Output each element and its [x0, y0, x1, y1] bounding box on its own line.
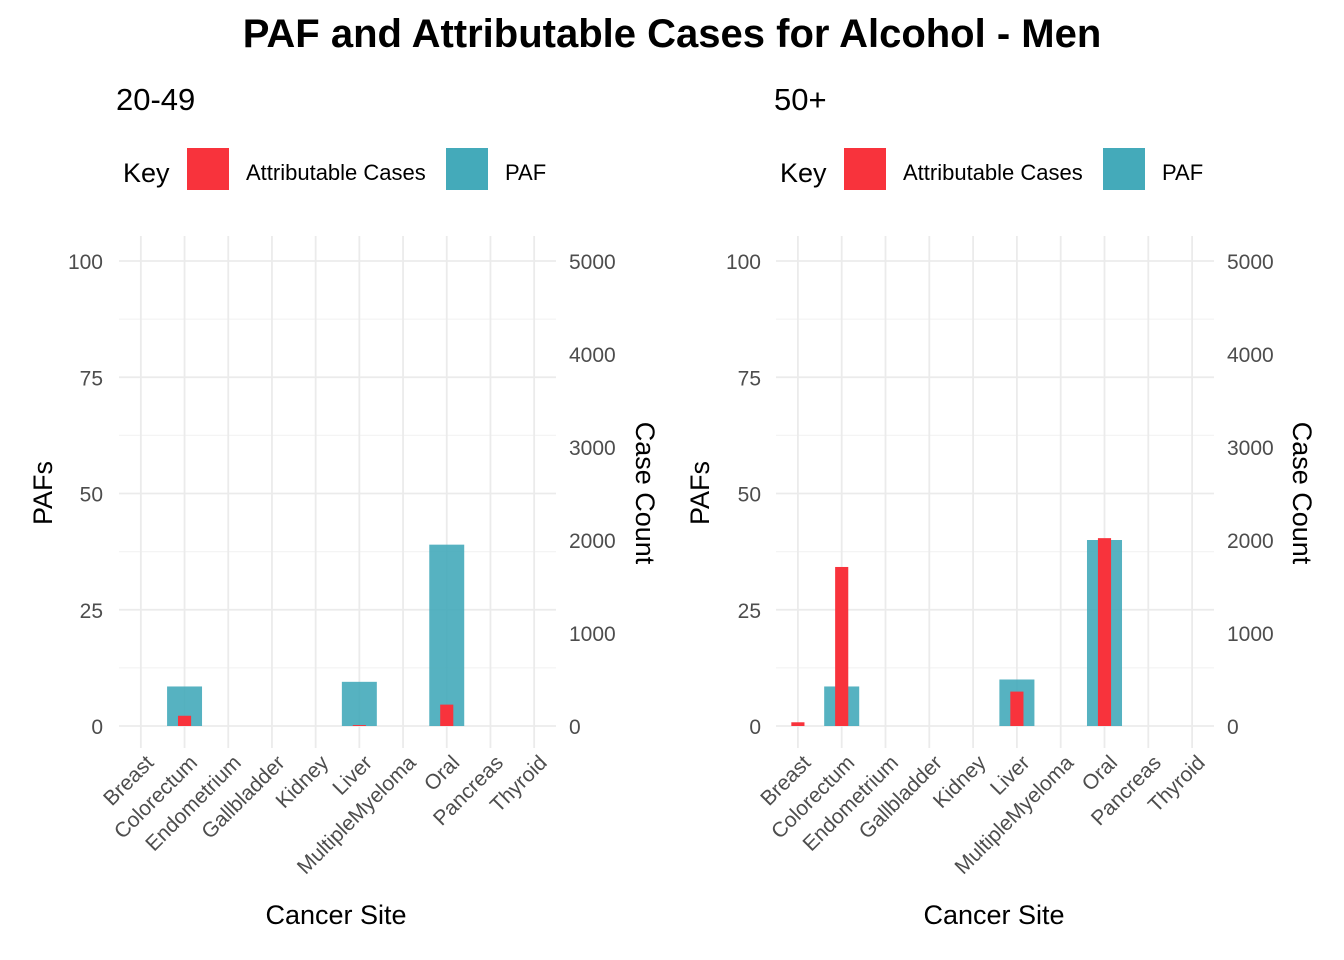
y-axis-title: PAFs — [685, 461, 715, 525]
paf-bar-liver — [341, 681, 377, 726]
y-tick-label: 100 — [68, 251, 103, 274]
y2-tick-label: 0 — [1227, 716, 1239, 739]
y2-axis-title: Case Count — [1287, 422, 1317, 565]
y2-tick-label: 5000 — [1227, 251, 1274, 274]
cases-bar-colorectum — [177, 715, 192, 726]
y2-tick-label: 0 — [569, 716, 581, 739]
y2-tick-label: 4000 — [569, 344, 616, 367]
legend-title: Key — [123, 158, 170, 188]
gridlines — [119, 236, 556, 748]
cases-bar-liver — [1010, 691, 1024, 726]
main-title: PAF and Attributable Cases for Alcohol -… — [243, 12, 1102, 56]
y2-tick-label: 2000 — [1227, 530, 1274, 553]
legend-title: Key — [780, 158, 827, 188]
cases-bar-liver — [352, 725, 366, 726]
legend-label: PAF — [505, 160, 546, 185]
panel-title: 50+ — [774, 82, 827, 117]
panel-right: 50+Key Attributable Cases PAF0255075100010… — [685, 82, 1317, 930]
panel-title: 20-49 — [116, 82, 195, 117]
paf-bar-oral — [429, 544, 465, 726]
y2-axis-title: Case Count — [630, 422, 660, 565]
legend: Key Attributable Cases PAF — [123, 148, 546, 190]
y-tick-label: 50 — [738, 484, 761, 507]
y-tick-label: 25 — [80, 600, 103, 623]
x-axis-title: Cancer Site — [923, 900, 1064, 930]
cases-bar-oral — [1097, 538, 1112, 726]
y2-tick-label: 5000 — [569, 251, 616, 274]
y2-tick-label: 1000 — [569, 623, 616, 646]
y2-tick-label: 2000 — [569, 530, 616, 553]
y-tick-label: 0 — [91, 716, 103, 739]
y2-tick-label: 1000 — [1227, 623, 1274, 646]
bars — [791, 538, 1123, 726]
bars — [167, 544, 465, 726]
legend-swatch — [844, 148, 886, 190]
y2-tick-label: 3000 — [569, 437, 616, 460]
legend-label: PAF — [1162, 160, 1203, 185]
cases-bar-breast — [791, 722, 805, 726]
legend-swatch — [446, 148, 488, 190]
x-axis-title: Cancer Site — [265, 900, 406, 930]
legend-label: Attributable Cases — [246, 160, 426, 185]
y-tick-label: 50 — [80, 484, 103, 507]
y2-tick-label: 3000 — [1227, 437, 1274, 460]
legend-swatch — [1103, 148, 1145, 190]
y-axis-title: PAFs — [28, 461, 58, 525]
y2-tick-label: 4000 — [1227, 344, 1274, 367]
cases-bar-colorectum — [835, 566, 849, 726]
y-tick-label: 75 — [80, 367, 103, 390]
y-tick-label: 100 — [726, 251, 761, 274]
legend-label: Attributable Cases — [903, 160, 1083, 185]
cases-bar-oral — [440, 704, 454, 726]
y-tick-label: 75 — [738, 367, 761, 390]
y-tick-label: 0 — [749, 716, 761, 739]
legend: Key Attributable Cases PAF — [780, 148, 1203, 190]
y-tick-label: 25 — [738, 600, 761, 623]
legend-swatch — [187, 148, 229, 190]
